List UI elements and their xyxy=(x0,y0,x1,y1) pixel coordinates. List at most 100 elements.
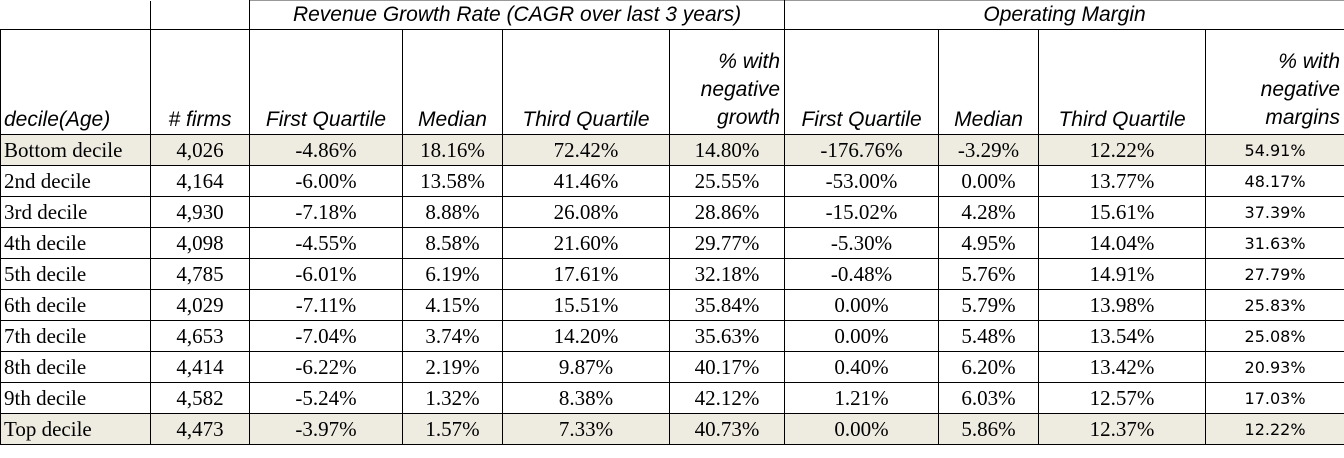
revenue-first-quartile-cell: -7.18% xyxy=(249,196,403,228)
margin-median-cell: 5.79% xyxy=(938,289,1040,321)
margin-third-quartile-cell: 14.91% xyxy=(1038,258,1207,290)
revenue-first-quartile-cell: -6.01% xyxy=(249,258,403,290)
revenue-median-cell: 6.19% xyxy=(402,258,503,290)
table-row: Bottom decile 4,026 -4.86% 18.16% 72.42% 14.8… xyxy=(0,134,1344,166)
margin-first-quartile-header: First Quartile xyxy=(784,29,940,135)
header-line: % with xyxy=(718,50,781,73)
header-line: margins xyxy=(1265,106,1341,129)
margin-median-cell: -3.29% xyxy=(938,134,1040,166)
revenue-negative-growth-pct-cell: 40.17% xyxy=(668,351,786,383)
revenue-first-quartile-cell: -5.24% xyxy=(249,382,403,414)
revenue-negative-growth-pct-cell: 25.55% xyxy=(668,165,786,197)
revenue-first-quartile-cell: -6.00% xyxy=(249,165,403,197)
margin-first-quartile-cell: 0.00% xyxy=(784,289,940,321)
table-row: Top decile 4,473 -3.97% 1.57% 7.33% 40.73% 0.0… xyxy=(0,413,1344,445)
revenue-third-quartile-cell: 41.46% xyxy=(502,165,670,197)
margin-third-quartile-cell: 13.98% xyxy=(1038,289,1207,321)
revenue-median-cell: 1.32% xyxy=(402,382,503,414)
blank-cell xyxy=(150,0,250,30)
revenue-first-quartile-cell: -3.97% xyxy=(249,413,403,445)
revenue-third-quartile-cell: 17.61% xyxy=(502,258,670,290)
decile-label-cell: 9th decile xyxy=(0,382,151,414)
margin-negative-pct-cell: 27.79% xyxy=(1205,258,1344,290)
header-line: % with xyxy=(1278,50,1341,73)
revenue-first-quartile-cell: -4.55% xyxy=(249,227,403,259)
margin-negative-pct-cell: 20.93% xyxy=(1205,351,1344,383)
decile-label-cell: 5th decile xyxy=(0,258,151,290)
margin-median-cell: 5.86% xyxy=(938,413,1040,445)
revenue-third-quartile-header: Third Quartile xyxy=(502,29,670,135)
revenue-first-quartile-cell: -4.86% xyxy=(249,134,403,166)
revenue-median-cell: 3.74% xyxy=(402,320,503,352)
firms-header: # firms xyxy=(150,29,250,135)
table-body: Bottom decile 4,026 -4.86% 18.16% 72.42% 14.8… xyxy=(0,134,1344,445)
revenue-third-quartile-cell: 8.38% xyxy=(502,382,670,414)
revenue-negative-growth-pct-cell: 35.63% xyxy=(668,320,786,352)
firms-count-cell: 4,930 xyxy=(150,196,250,228)
margin-first-quartile-cell: 1.21% xyxy=(784,382,940,414)
margin-third-quartile-cell: 12.57% xyxy=(1038,382,1207,414)
margin-median-header: Median xyxy=(938,29,1040,135)
table-row: 3rd decile 4,930 -7.18% 8.88% 26.08% 28.86% -1… xyxy=(0,196,1344,228)
revenue-median-cell: 8.58% xyxy=(402,227,503,259)
revenue-negative-growth-pct-cell: 42.12% xyxy=(668,382,786,414)
decile-label-cell: 7th decile xyxy=(0,320,151,352)
decile-label-cell: Top decile xyxy=(0,413,151,445)
firms-count-cell: 4,582 xyxy=(150,382,250,414)
revenue-first-quartile-cell: -7.04% xyxy=(249,320,403,352)
group-header-row: Revenue Growth Rate (CAGR over last 3 ye… xyxy=(0,0,1344,30)
margin-third-quartile-cell: 12.37% xyxy=(1038,413,1207,445)
margin-median-cell: 4.28% xyxy=(938,196,1040,228)
revenue-negative-growth-header: % with negative growth xyxy=(668,29,786,135)
revenue-negative-growth-pct-cell: 14.80% xyxy=(668,134,786,166)
revenue-median-cell: 18.16% xyxy=(402,134,503,166)
margin-third-quartile-cell: 13.54% xyxy=(1038,320,1207,352)
table-row: 5th decile 4,785 -6.01% 6.19% 17.61% 32.18% -0… xyxy=(0,258,1344,290)
header-line: negative xyxy=(700,78,781,101)
revenue-negative-growth-pct-cell: 35.84% xyxy=(668,289,786,321)
margin-negative-header: % with negative margins xyxy=(1205,29,1344,135)
margin-negative-pct-cell: 17.03% xyxy=(1205,382,1344,414)
decile-label-cell: 4th decile xyxy=(0,227,151,259)
revenue-third-quartile-cell: 26.08% xyxy=(502,196,670,228)
margin-third-quartile-cell: 12.22% xyxy=(1038,134,1207,166)
firms-count-cell: 4,785 xyxy=(150,258,250,290)
margin-first-quartile-cell: -53.00% xyxy=(784,165,940,197)
table-row: 7th decile 4,653 -7.04% 3.74% 14.20% 35.63% 0.… xyxy=(0,320,1344,352)
blank-cell xyxy=(0,0,151,30)
margin-negative-pct-cell: 25.08% xyxy=(1205,320,1344,352)
table-row: 6th decile 4,029 -7.11% 4.15% 15.51% 35.84% 0.… xyxy=(0,289,1344,321)
margin-median-cell: 5.48% xyxy=(938,320,1040,352)
margin-median-cell: 6.20% xyxy=(938,351,1040,383)
margin-first-quartile-cell: 0.40% xyxy=(784,351,940,383)
margin-first-quartile-cell: -0.48% xyxy=(784,258,940,290)
revenue-third-quartile-cell: 7.33% xyxy=(502,413,670,445)
firms-count-cell: 4,414 xyxy=(150,351,250,383)
table-row: 2nd decile 4,164 -6.00% 13.58% 41.46% 25.55% -… xyxy=(0,165,1344,197)
revenue-negative-growth-pct-cell: 40.73% xyxy=(668,413,786,445)
revenue-first-quartile-cell: -7.11% xyxy=(249,289,403,321)
table-row: 8th decile 4,414 -6.22% 2.19% 9.87% 40.17% 0.4… xyxy=(0,351,1344,383)
table-row: 4th decile 4,098 -4.55% 8.58% 21.60% 29.77% -5… xyxy=(0,227,1344,259)
header-line: negative xyxy=(1260,78,1341,101)
column-header-row: decile(Age) # firms First Quartile Media… xyxy=(0,29,1344,135)
decile-label-cell: 6th decile xyxy=(0,289,151,321)
margin-negative-pct-cell: 48.17% xyxy=(1205,165,1344,197)
margin-negative-pct-cell: 37.39% xyxy=(1205,196,1344,228)
decile-age-header: decile(Age) xyxy=(0,29,151,135)
revenue-median-cell: 8.88% xyxy=(402,196,503,228)
revenue-third-quartile-cell: 15.51% xyxy=(502,289,670,321)
margin-median-cell: 4.95% xyxy=(938,227,1040,259)
margin-first-quartile-cell: -176.76% xyxy=(784,134,940,166)
margin-median-cell: 6.03% xyxy=(938,382,1040,414)
margin-first-quartile-cell: -15.02% xyxy=(784,196,940,228)
margin-third-quartile-cell: 13.77% xyxy=(1038,165,1207,197)
margin-third-quartile-cell: 14.04% xyxy=(1038,227,1207,259)
revenue-median-header: Median xyxy=(402,29,503,135)
revenue-third-quartile-cell: 9.87% xyxy=(502,351,670,383)
table-row: 9th decile 4,582 -5.24% 1.32% 8.38% 42.12% 1.2… xyxy=(0,382,1344,414)
margin-negative-pct-cell: 25.83% xyxy=(1205,289,1344,321)
firms-count-cell: 4,473 xyxy=(150,413,250,445)
margin-first-quartile-cell: -5.30% xyxy=(784,227,940,259)
firms-count-cell: 4,164 xyxy=(150,165,250,197)
